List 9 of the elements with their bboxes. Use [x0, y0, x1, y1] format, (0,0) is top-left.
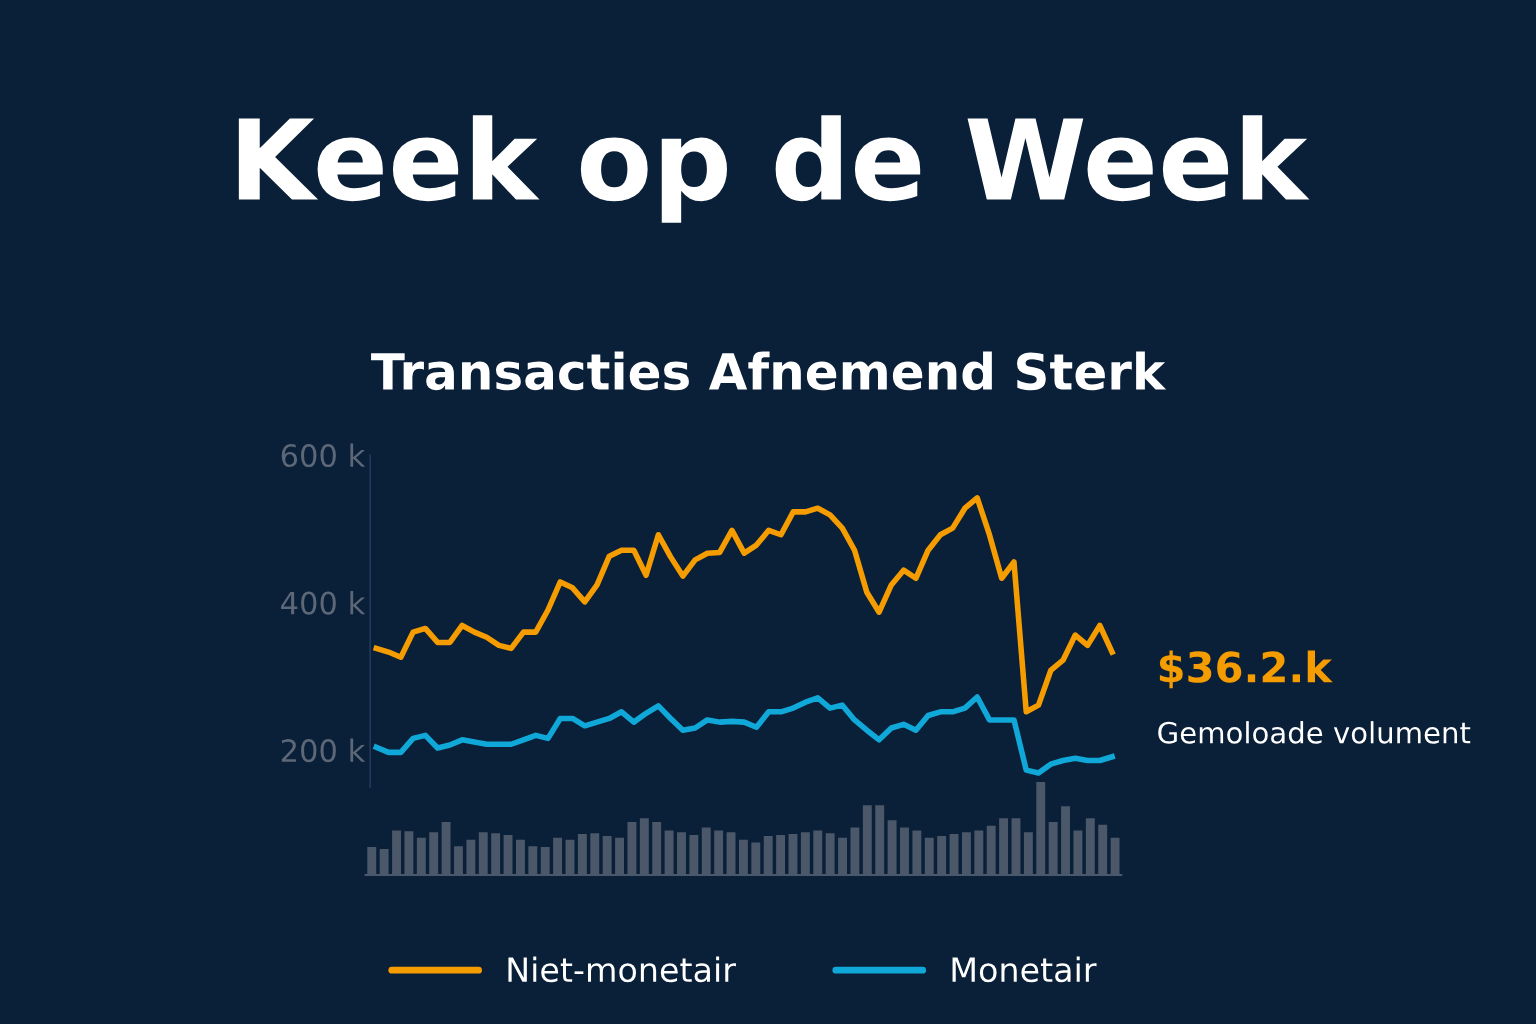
y-tick-label: 600 k	[281, 443, 366, 468]
legend-label: Monetair	[952, 956, 1097, 983]
y-tick-label: 400 k	[281, 591, 366, 615]
legend-label: Niet-monetair	[508, 956, 736, 983]
text: Gemoloade volument	[1158, 721, 1471, 744]
chart-title: Keek op de Week	[238, 115, 1310, 223]
text: $36.2.k	[1159, 650, 1333, 689]
y-tick-label: 200 k	[281, 738, 366, 763]
chart-subtitle: Transacties Afnemend Sterk	[371, 351, 1167, 391]
